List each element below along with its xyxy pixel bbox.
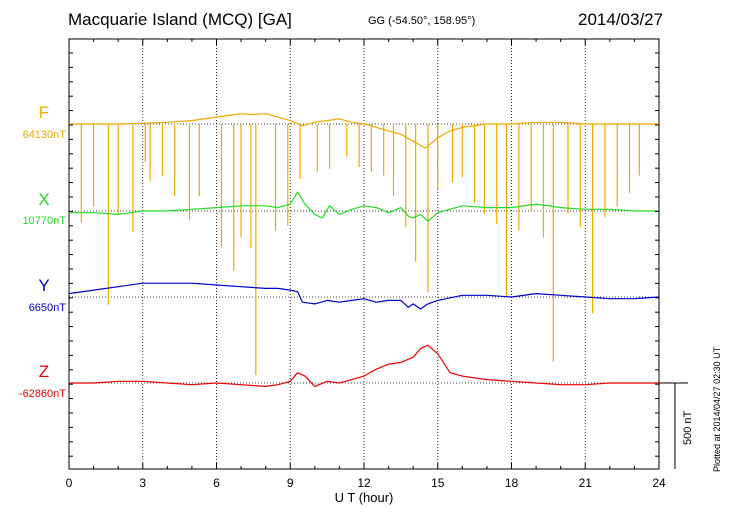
series-line-X xyxy=(69,191,659,222)
station-coordinates: GG (-54.50°, 158.95°) xyxy=(368,15,476,27)
scale-bar-label: 500 nT xyxy=(682,410,694,445)
series-name-Z: Z xyxy=(39,362,49,381)
series-name-X: X xyxy=(38,190,49,209)
series-line-Z xyxy=(69,344,659,387)
x-tick-label-3: 3 xyxy=(139,476,146,490)
series-baseline-Y: 6650nT xyxy=(29,302,67,314)
series-baseline-F: 64130nT xyxy=(23,129,67,141)
series-lines xyxy=(68,113,660,387)
x-tick-label-12: 12 xyxy=(357,476,371,490)
series-name-Y: Y xyxy=(38,276,49,295)
plot-frame xyxy=(68,38,660,470)
x-tick-label-9: 9 xyxy=(287,476,294,490)
x-tick-label-21: 21 xyxy=(579,476,593,490)
grid-lines xyxy=(142,39,586,469)
x-tick-label-6: 6 xyxy=(213,476,220,490)
f-spikes xyxy=(80,124,640,376)
x-axis-label: U T (hour) xyxy=(335,490,394,505)
x-axis-ticks: 0 3 6 9 12 15 18 21 24 xyxy=(66,39,666,490)
scale-bar: 500 nT xyxy=(659,382,694,469)
station-title: Macquarie Island (MCQ) [GA] xyxy=(68,10,292,29)
plot-date: 2014/03/27 xyxy=(578,10,664,29)
series-name-F: F xyxy=(39,103,49,122)
x-tick-label-18: 18 xyxy=(505,476,519,490)
series-line-Y xyxy=(68,282,660,310)
series-line-F xyxy=(69,113,659,149)
x-tick-label-24: 24 xyxy=(652,476,666,490)
plotted-timestamp: Plotted at 2014/04/27 02:30 UT xyxy=(712,346,722,472)
x-tick-label-15: 15 xyxy=(431,476,445,490)
x-tick-label-0: 0 xyxy=(66,476,73,490)
series-baseline-Z: -62860nT xyxy=(19,388,66,400)
series-labels: F 64130nT X 10770nT Y 6650nT Z -62860nT xyxy=(19,103,66,400)
series-baseline-X: 10770nT xyxy=(23,215,67,227)
